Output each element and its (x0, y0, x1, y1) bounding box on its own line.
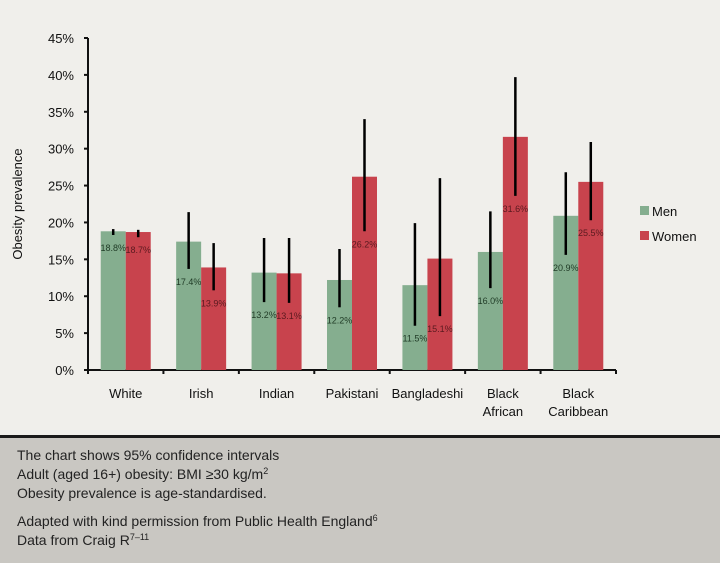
obesity-bar-chart: 0% 5% 10% 15% 20% 25% 30% 35% 40% 45% Obesity prev… (10, 31, 697, 419)
data-label: 31.6% (503, 204, 529, 214)
x-tick-label: Pakistani (326, 386, 379, 401)
y-tick-label: 20% (48, 215, 74, 230)
note-ci: The chart shows 95% confidence intervals (17, 447, 280, 463)
data-label: 17.4% (176, 277, 202, 287)
y-tick-label: 0% (55, 363, 74, 378)
data-label: 13.1% (276, 311, 302, 321)
note-age: Obesity prevalence is age-standardised. (17, 485, 267, 501)
y-axis-label: Obesity prevalence (10, 148, 25, 259)
x-tick-label: Bangladeshi (392, 386, 464, 401)
data-label: 13.9% (201, 298, 227, 308)
bar-men (100, 231, 126, 370)
y-tick-label: 25% (48, 179, 74, 194)
legend-swatch (640, 206, 649, 215)
data-label: 13.2% (251, 310, 277, 320)
legend-swatch (640, 231, 649, 240)
data-label: 25.5% (578, 228, 604, 238)
y-tick-label: 35% (48, 105, 74, 120)
y-tick-label: 30% (48, 142, 74, 157)
y-tick-label: 45% (48, 31, 74, 46)
legend-label: Women (652, 229, 697, 244)
data-label: 16.0% (478, 296, 504, 306)
note-data: Data from Craig R7–11 (17, 532, 150, 548)
x-tick-label: Black (562, 386, 594, 401)
y-tick-label: 5% (55, 326, 74, 341)
x-tick-label: White (109, 386, 142, 401)
y-tick-label: 10% (48, 289, 74, 304)
bar-women (125, 232, 151, 370)
x-tick-label: Indian (259, 386, 294, 401)
note-source: Adapted with kind permission from Public… (17, 513, 378, 529)
y-tick-label: 15% (48, 252, 74, 267)
chart-notes: The chart shows 95% confidence intervals… (0, 435, 720, 563)
x-tick-label: Black (487, 386, 519, 401)
data-label: 11.5% (402, 334, 427, 344)
y-tick-label: 40% (48, 68, 74, 83)
x-tick-label: Caribbean (548, 404, 608, 419)
data-label: 18.7% (125, 245, 151, 255)
note-bmi: Adult (aged 16+) obesity: BMI ≥30 kg/m2 (17, 466, 269, 482)
data-label: 26.2% (352, 239, 378, 249)
x-tick-label: African (483, 404, 523, 419)
data-label: 12.2% (327, 315, 353, 325)
data-label: 20.9% (553, 263, 579, 273)
data-label: 18.8% (100, 243, 126, 253)
legend-label: Men (652, 204, 677, 219)
x-tick-label: Irish (189, 386, 214, 401)
data-label: 15.1% (427, 324, 453, 334)
